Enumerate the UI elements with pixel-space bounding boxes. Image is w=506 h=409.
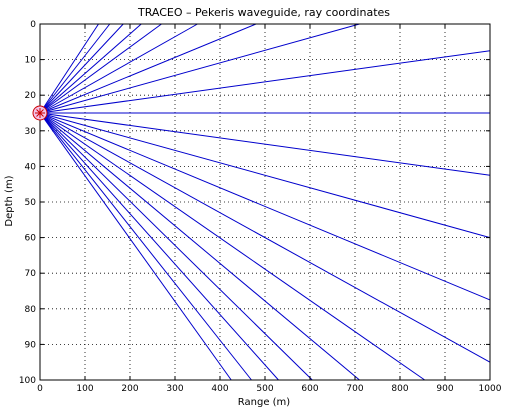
y-tick-label: 90 [25,340,37,350]
x-tick-label: 700 [346,384,363,394]
y-tick-label: 0 [30,20,36,30]
ray-line [39,112,491,239]
x-tick-label: 900 [436,384,453,394]
x-tick-label: 0 [37,384,43,394]
ray-line [39,112,360,381]
x-tick-label: 300 [166,384,183,394]
y-tick-label: 30 [25,127,37,137]
ray-lines [39,23,491,381]
y-axis-label: Depth (m) [4,175,15,226]
ray-line [39,112,232,381]
ray-line [39,23,360,114]
y-tick-label: 60 [25,234,37,244]
x-tick-label: 400 [211,384,228,394]
ray-line [39,50,491,114]
ray-line [39,112,491,301]
ray-line [39,23,99,114]
x-axis-tick-labels: 0 100 200 300 400 500 600 700 800 900 1000 [37,384,502,394]
ray-line [39,23,257,114]
x-tick-label: 800 [391,384,408,394]
ray-line [39,23,111,114]
y-tick-label: 80 [25,305,37,315]
ray-line [39,112,491,176]
source-marker [32,105,48,121]
ray-line [39,112,426,381]
x-tick-label: 100 [76,384,93,394]
y-axis-tick-labels: 0 10 20 30 40 50 60 70 80 90 100 [19,20,36,386]
ray-line [39,23,124,114]
ray-line [39,23,142,114]
ray-line [39,112,491,363]
source-star-stroke [36,109,44,117]
ray-line [39,112,279,381]
ray-line [39,23,162,114]
ray-line [39,23,198,114]
y-tick-label: 20 [25,91,37,101]
ray-line [39,112,252,381]
x-tick-label: 600 [301,384,318,394]
y-tick-label: 70 [25,269,37,279]
x-axis-label: Range (m) [238,397,291,408]
x-tick-label: 1000 [479,384,502,394]
y-tick-label: 40 [25,162,37,172]
axis-ticks [39,23,491,381]
grid-lines [40,24,490,380]
ray-line [39,112,313,381]
chart-title: TRACEO – Pekeris waveguide, ray coordina… [137,6,390,19]
x-tick-label: 200 [121,384,138,394]
x-tick-label: 500 [256,384,273,394]
y-tick-label: 10 [25,56,37,66]
y-tick-label: 50 [25,198,37,208]
y-tick-label: 100 [19,376,36,386]
